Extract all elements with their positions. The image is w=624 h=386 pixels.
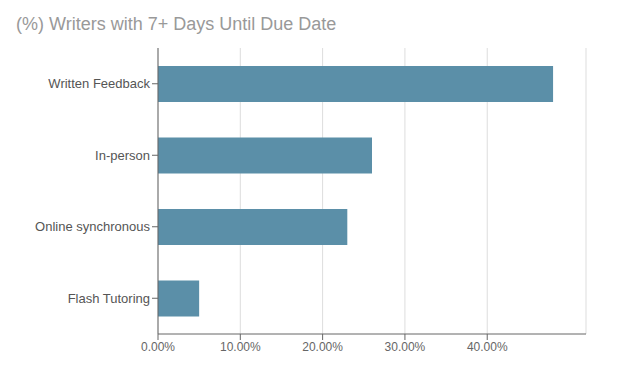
svg-text:Flash Tutoring: Flash Tutoring [68, 291, 150, 306]
svg-text:0.00%: 0.00% [141, 340, 175, 354]
svg-text:Written Feedback: Written Feedback [48, 76, 150, 91]
svg-text:In-person: In-person [95, 148, 150, 163]
svg-text:10.00%: 10.00% [220, 340, 261, 354]
svg-text:20.00%: 20.00% [302, 340, 343, 354]
svg-text:Online synchronous: Online synchronous [35, 219, 150, 234]
svg-text:30.00%: 30.00% [385, 340, 426, 354]
svg-text:40.00%: 40.00% [467, 340, 508, 354]
html-text:(%) Writers with 7+ Days Until: (%) Writers with 7+ Days Until Due Date [16, 14, 337, 34]
